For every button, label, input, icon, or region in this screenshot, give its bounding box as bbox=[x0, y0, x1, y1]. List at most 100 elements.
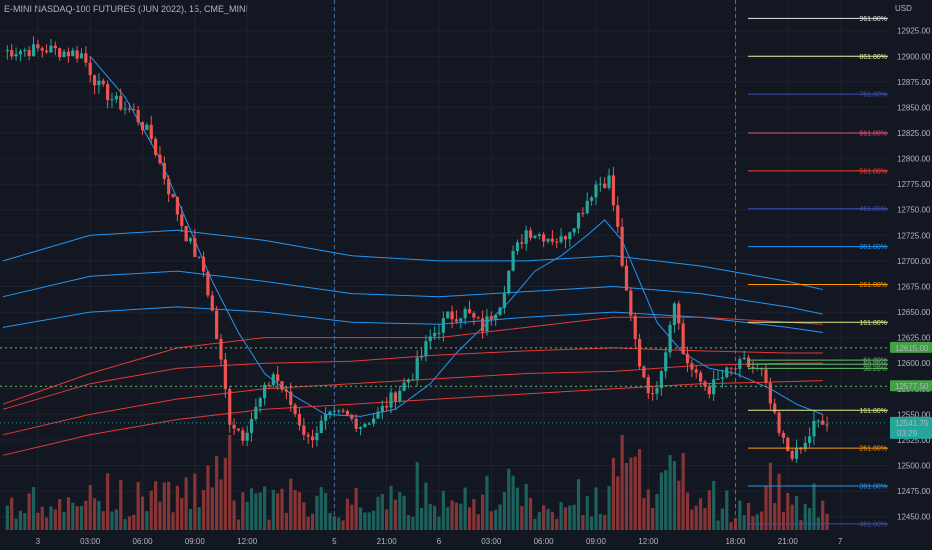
candle[interactable] bbox=[646, 377, 650, 394]
candle[interactable] bbox=[703, 381, 707, 387]
candle[interactable] bbox=[794, 448, 799, 459]
candle[interactable] bbox=[162, 163, 166, 179]
candle[interactable] bbox=[106, 84, 110, 101]
candle[interactable] bbox=[249, 419, 254, 433]
candle[interactable] bbox=[363, 424, 367, 428]
candle[interactable] bbox=[136, 110, 140, 123]
candle[interactable] bbox=[812, 421, 816, 437]
candle[interactable] bbox=[18, 51, 23, 55]
candle[interactable] bbox=[88, 62, 92, 76]
candle[interactable] bbox=[354, 418, 358, 429]
candle[interactable] bbox=[507, 270, 511, 294]
candle[interactable] bbox=[293, 404, 297, 414]
candle[interactable] bbox=[633, 315, 637, 340]
candle[interactable] bbox=[258, 398, 262, 407]
candle[interactable] bbox=[428, 336, 432, 342]
candle[interactable] bbox=[681, 323, 685, 354]
candle[interactable] bbox=[398, 390, 402, 401]
candle[interactable] bbox=[123, 108, 127, 110]
candle[interactable] bbox=[219, 339, 223, 360]
candle[interactable] bbox=[677, 303, 681, 324]
candle[interactable] bbox=[616, 205, 620, 227]
candle[interactable] bbox=[188, 238, 193, 242]
candle[interactable] bbox=[114, 95, 118, 100]
candle[interactable] bbox=[716, 378, 720, 380]
candle[interactable] bbox=[210, 295, 214, 311]
candle[interactable] bbox=[777, 412, 781, 433]
candle[interactable] bbox=[302, 425, 306, 435]
candle[interactable] bbox=[511, 251, 515, 271]
candle[interactable] bbox=[485, 316, 489, 332]
candle[interactable] bbox=[358, 427, 363, 429]
candle[interactable] bbox=[659, 371, 663, 388]
candle[interactable] bbox=[568, 232, 572, 240]
candle[interactable] bbox=[419, 356, 424, 358]
candle[interactable] bbox=[550, 238, 554, 242]
candle[interactable] bbox=[690, 363, 694, 370]
candle[interactable] bbox=[411, 379, 415, 381]
candle[interactable] bbox=[175, 196, 179, 215]
candle[interactable] bbox=[193, 238, 197, 257]
candle[interactable] bbox=[424, 341, 428, 357]
candle[interactable] bbox=[576, 213, 581, 229]
candle[interactable] bbox=[672, 303, 677, 326]
candle[interactable] bbox=[241, 430, 245, 441]
candle[interactable] bbox=[528, 230, 533, 238]
candle[interactable] bbox=[276, 374, 280, 382]
candle[interactable] bbox=[228, 389, 232, 425]
candle[interactable] bbox=[433, 332, 437, 337]
candle[interactable] bbox=[437, 332, 441, 334]
candle[interactable] bbox=[145, 124, 149, 131]
candle[interactable] bbox=[463, 309, 467, 319]
candle[interactable] bbox=[489, 316, 493, 320]
candle[interactable] bbox=[14, 54, 18, 57]
candle[interactable] bbox=[254, 406, 258, 420]
candle[interactable] bbox=[808, 436, 812, 443]
candle[interactable] bbox=[498, 307, 502, 315]
candle[interactable] bbox=[92, 75, 97, 86]
candle[interactable] bbox=[642, 366, 646, 378]
candle[interactable] bbox=[406, 379, 411, 383]
candle[interactable] bbox=[158, 154, 162, 164]
candle[interactable] bbox=[441, 318, 445, 333]
candle[interactable] bbox=[520, 242, 524, 244]
candle[interactable] bbox=[707, 386, 711, 395]
candle[interactable] bbox=[459, 318, 463, 322]
candle[interactable] bbox=[315, 433, 319, 441]
candle[interactable] bbox=[581, 213, 585, 215]
candle[interactable] bbox=[201, 256, 206, 272]
candle[interactable] bbox=[380, 405, 384, 412]
candle[interactable] bbox=[590, 197, 594, 201]
candle[interactable] bbox=[816, 420, 820, 422]
candle[interactable] bbox=[472, 313, 476, 318]
candle[interactable] bbox=[97, 80, 101, 86]
candle[interactable] bbox=[594, 184, 598, 198]
candle[interactable] bbox=[101, 80, 105, 85]
candle[interactable] bbox=[481, 318, 485, 332]
candle[interactable] bbox=[559, 236, 563, 243]
candle[interactable] bbox=[45, 50, 49, 53]
candle[interactable] bbox=[280, 381, 284, 390]
candle[interactable] bbox=[263, 384, 267, 399]
candle[interactable] bbox=[271, 374, 275, 385]
candle[interactable] bbox=[725, 367, 729, 378]
candle[interactable] bbox=[267, 384, 271, 386]
candle[interactable] bbox=[23, 50, 27, 52]
candle[interactable] bbox=[71, 50, 75, 57]
candle[interactable] bbox=[58, 48, 62, 58]
candle[interactable] bbox=[542, 234, 546, 242]
candle[interactable] bbox=[367, 423, 371, 425]
candle[interactable] bbox=[786, 437, 790, 452]
candle[interactable] bbox=[694, 369, 698, 373]
candle[interactable] bbox=[5, 50, 9, 52]
candle[interactable] bbox=[284, 389, 288, 392]
candle[interactable] bbox=[154, 138, 158, 155]
candle[interactable] bbox=[215, 310, 219, 340]
candle[interactable] bbox=[712, 379, 716, 395]
candle[interactable] bbox=[502, 293, 506, 308]
candle[interactable] bbox=[454, 319, 459, 322]
candle[interactable] bbox=[167, 178, 171, 195]
candle[interactable] bbox=[10, 50, 14, 57]
candle[interactable] bbox=[171, 194, 175, 197]
